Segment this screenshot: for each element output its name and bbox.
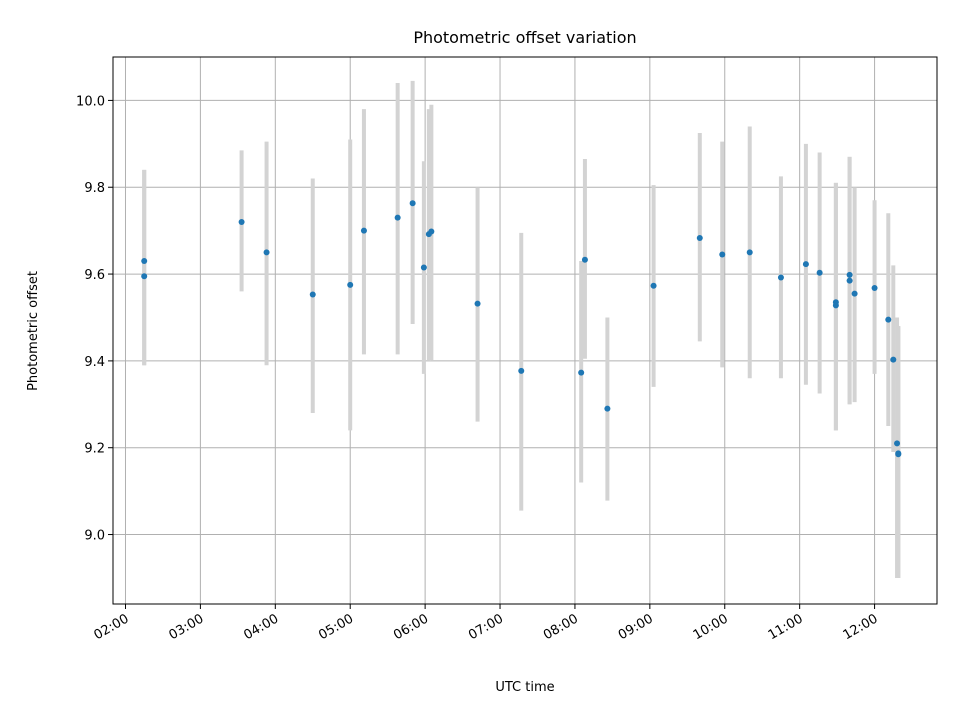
data-point bbox=[885, 316, 892, 323]
data-point bbox=[409, 200, 416, 207]
data-point bbox=[777, 274, 784, 281]
data-point bbox=[428, 228, 435, 235]
y-tick-label: 9.2 bbox=[84, 442, 105, 457]
x-axis-label: UTC time bbox=[495, 680, 554, 695]
data-point bbox=[578, 369, 585, 376]
data-point bbox=[846, 277, 853, 284]
data-point bbox=[141, 273, 148, 280]
data-point bbox=[650, 282, 657, 289]
data-point bbox=[347, 281, 354, 288]
point-layer bbox=[141, 200, 902, 458]
y-tick-label: 10.0 bbox=[76, 94, 105, 109]
y-tick-label: 9.4 bbox=[84, 355, 105, 370]
data-point bbox=[719, 251, 726, 258]
data-point bbox=[846, 271, 853, 278]
data-point bbox=[832, 302, 839, 309]
data-point bbox=[816, 269, 823, 276]
data-point bbox=[894, 440, 901, 447]
data-point bbox=[604, 405, 611, 412]
y-tick-label: 9.0 bbox=[84, 529, 105, 544]
data-point bbox=[518, 367, 525, 374]
y-tick-label: 9.8 bbox=[84, 181, 105, 196]
data-point bbox=[141, 258, 148, 265]
data-point bbox=[263, 249, 270, 256]
data-point bbox=[581, 256, 588, 263]
data-point bbox=[420, 264, 427, 271]
data-point bbox=[851, 290, 858, 297]
data-point bbox=[890, 356, 897, 363]
data-point bbox=[802, 261, 809, 268]
data-point bbox=[746, 249, 753, 256]
plot-frame bbox=[112, 56, 938, 605]
data-point bbox=[394, 214, 401, 221]
data-point bbox=[895, 451, 902, 458]
data-point bbox=[871, 284, 878, 291]
data-point bbox=[360, 227, 367, 234]
data-point bbox=[696, 235, 703, 242]
data-point bbox=[474, 300, 481, 307]
chart-title: Photometric offset variation bbox=[413, 28, 636, 47]
data-point bbox=[309, 291, 316, 298]
data-point bbox=[238, 218, 245, 225]
y-axis-label: Photometric offset bbox=[26, 271, 41, 391]
y-tick-label: 9.6 bbox=[84, 268, 105, 283]
